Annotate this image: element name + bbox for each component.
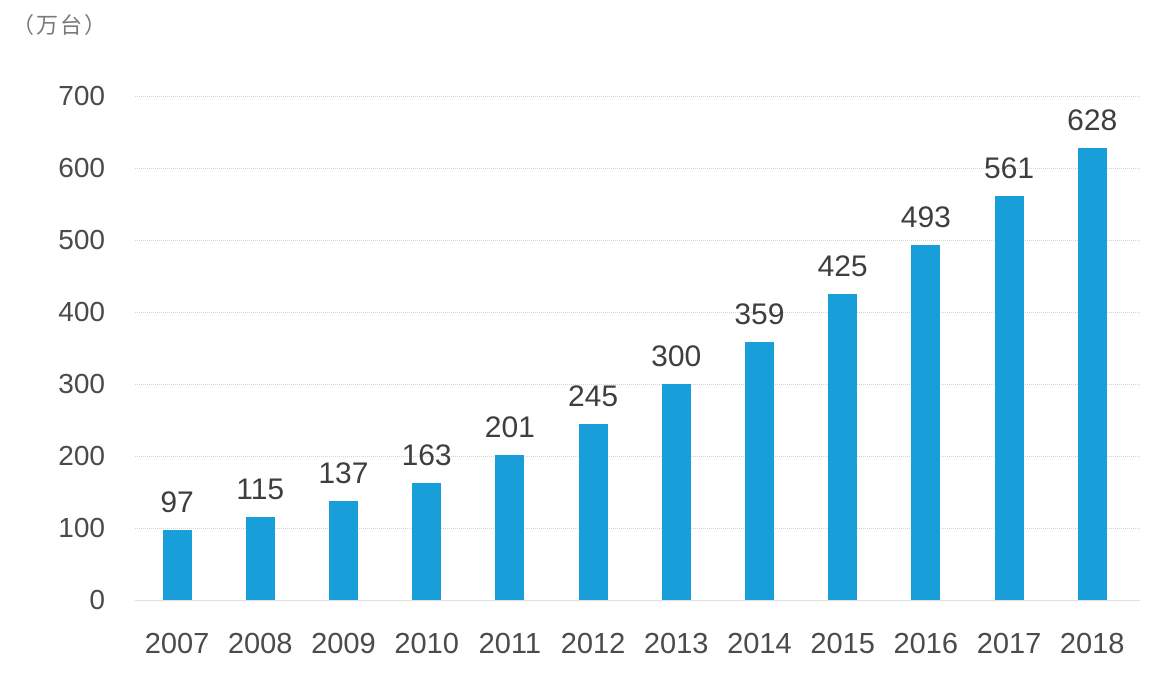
bar-2012 — [578, 423, 608, 600]
gridline-400 — [135, 312, 1140, 313]
data-label: 137 — [318, 457, 369, 491]
data-label: 97 — [160, 486, 194, 520]
gridline-0 — [135, 600, 1140, 601]
x-axis-label: 2016 — [893, 628, 959, 660]
x-axis-label: 2018 — [1059, 628, 1125, 660]
x-axis-label: 2014 — [727, 628, 792, 660]
x-axis-label: 2012 — [560, 628, 626, 660]
bar-2014 — [744, 341, 774, 600]
y-tick-label: 300 — [58, 368, 105, 399]
gridline-700 — [135, 96, 1140, 97]
data-label: 493 — [900, 201, 951, 235]
y-tick-label: 100 — [58, 512, 105, 543]
data-label: 359 — [734, 297, 785, 331]
data-label: 300 — [651, 340, 702, 373]
data-label: 201 — [484, 411, 535, 445]
data-label: 561 — [983, 152, 1035, 186]
x-axis-label: 2009 — [311, 628, 376, 660]
gridline-500 — [135, 240, 1140, 241]
bar-2016 — [911, 245, 941, 600]
bar-2010 — [412, 482, 442, 600]
data-label: 245 — [567, 379, 619, 413]
gridline-300 — [135, 384, 1140, 385]
bar-2017 — [994, 196, 1024, 600]
data-label: 115 — [236, 473, 285, 507]
data-label: 163 — [401, 438, 452, 472]
y-tick-label: 200 — [58, 440, 105, 471]
x-axis-label: 2007 — [144, 628, 210, 660]
x-axis-label: 2008 — [227, 628, 293, 660]
y-tick-label: 700 — [58, 80, 105, 111]
bar-2018 — [1077, 147, 1107, 600]
data-label: 628 — [1067, 103, 1118, 137]
bar-2015 — [828, 294, 858, 600]
x-axis-label: 2017 — [976, 628, 1042, 660]
gridline-600 — [135, 168, 1140, 169]
data-label: 425 — [817, 250, 868, 283]
bar-2013 — [661, 384, 691, 600]
x-axis-label: 2011 — [478, 628, 541, 660]
gridline-200 — [135, 456, 1140, 457]
x-axis-label: 2013 — [643, 628, 709, 660]
bar-2008 — [245, 517, 275, 600]
bar-2009 — [328, 501, 358, 600]
y-tick-label: 0 — [89, 584, 105, 615]
y-tick-label: 600 — [58, 152, 105, 183]
gridline-100 — [135, 528, 1140, 529]
y-axis-unit-label: （万台） — [12, 13, 109, 38]
x-axis-label: 2015 — [810, 628, 875, 660]
y-tick-label: 400 — [58, 296, 105, 327]
bar-2007 — [162, 530, 192, 600]
bar-2011 — [495, 455, 525, 600]
x-axis-label: 2010 — [394, 628, 459, 660]
y-tick-label: 500 — [58, 224, 105, 255]
